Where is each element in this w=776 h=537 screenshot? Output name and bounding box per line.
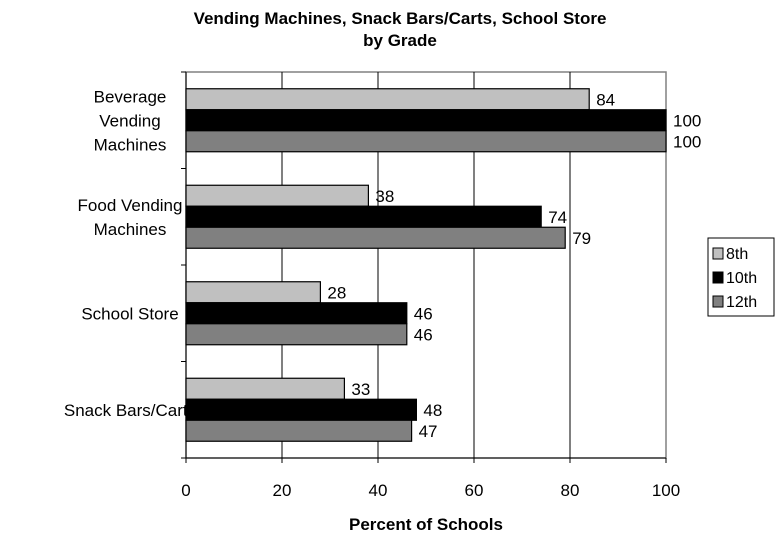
category-label: School Store [81,304,178,323]
bar-12th-2 [185,323,408,346]
bars [185,88,667,442]
x-tick-label: 20 [273,481,292,500]
bar-8th-3 [185,377,345,400]
bar-8th-0 [185,88,590,111]
x-axis-title: Percent of Schools [349,515,503,534]
x-tick-label: 100 [652,481,680,500]
bar-10th-0 [185,109,667,132]
bar-12th-3 [185,419,413,442]
bar-10th-2 [185,302,408,325]
category-label: Beverage [94,87,167,106]
category-label: Vending [99,111,160,130]
category-label: Snack Bars/Carts [64,401,196,420]
legend-swatch [712,295,724,308]
category-label: Machines [94,135,167,154]
category-label: Food Vending [78,196,183,215]
chart-title-line: Vending Machines, Snack Bars/Carts, Scho… [194,9,607,28]
legend-label: 12th [726,294,757,311]
data-label: 38 [375,187,394,206]
data-label: 79 [572,229,591,248]
bar-8th-1 [185,184,369,207]
x-tick-label: 0 [181,481,190,500]
chart-title: Vending Machines, Snack Bars/Carts, Scho… [194,9,607,50]
data-label: 74 [548,208,567,227]
data-label: 100 [673,132,701,151]
data-label: 28 [327,283,346,302]
bar-10th-3 [185,398,417,421]
bar-8th-2 [185,281,321,304]
x-tick-label: 80 [561,481,580,500]
x-tick-label: 40 [369,481,388,500]
data-label: 33 [351,380,370,399]
data-labels: 84 100 100 38 74 79 28 46 46 33 48 47 [327,90,701,441]
legend-label: 10th [726,270,757,287]
legend-label: 8th [726,246,748,263]
data-label: 46 [414,325,433,344]
data-label: 47 [419,422,438,441]
bar-12th-0 [185,130,667,153]
bar-12th-1 [185,226,566,249]
legend-swatch [712,271,724,284]
legend-swatch [712,247,724,260]
chart-title-line: by Grade [363,31,437,50]
x-tick-label: 60 [465,481,484,500]
category-label: Machines [94,220,167,239]
data-label: 84 [596,90,615,109]
bar-10th-1 [185,205,542,228]
y-axis: Beverage Vending Machines Food Vending Machi… [64,71,196,459]
data-label: 100 [673,111,701,130]
data-label: 46 [414,304,433,323]
legend: 8th 10th 12th [707,237,775,317]
x-axis: 0 20 40 60 80 100 [181,457,680,500]
data-label: 48 [423,401,442,420]
